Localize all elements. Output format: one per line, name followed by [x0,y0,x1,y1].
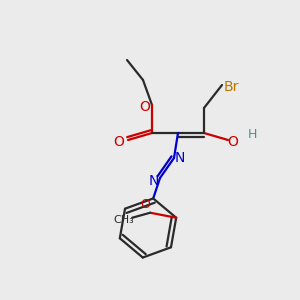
Text: CH₃: CH₃ [114,215,135,225]
Text: H: H [247,128,257,140]
Text: N: N [175,151,185,165]
Text: O: O [140,100,150,114]
Text: O: O [228,135,238,149]
Text: Br: Br [223,80,239,94]
Text: O: O [140,198,150,211]
Text: N: N [149,174,159,188]
Text: O: O [114,135,124,149]
